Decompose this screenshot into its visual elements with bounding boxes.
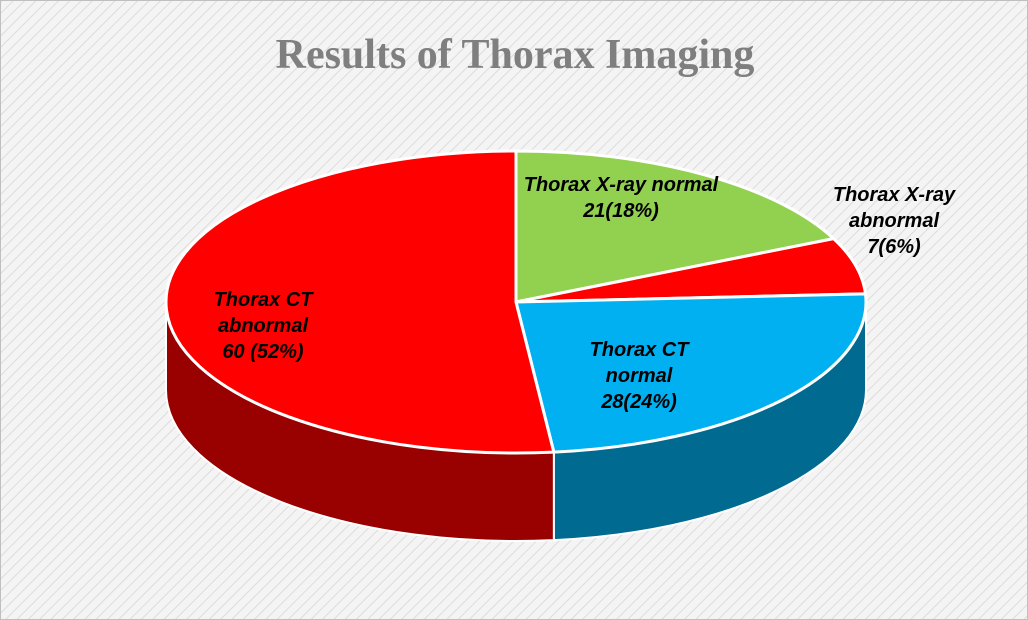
slice	[164, 149, 556, 455]
slice	[514, 292, 868, 454]
category-label: Thorax X-ray abnormal	[832, 184, 956, 232]
value-label: 60 (52%)	[222, 341, 304, 363]
value-label: 7(6%)	[867, 236, 921, 258]
data-label: Thorax X-ray abnormal 7(6%)	[819, 182, 969, 260]
value-label: 21(18%)	[583, 200, 659, 222]
data-label: Thorax X-ray normal 21(18%)	[491, 172, 751, 224]
value-label: 28(24%)	[601, 391, 677, 413]
data-label: Thorax CT normal 28(24%)	[569, 337, 709, 415]
category-label: Thorax X-ray normal	[523, 174, 719, 196]
slice	[514, 149, 837, 304]
category-label: Thorax CT normal	[589, 339, 689, 387]
data-label: Thorax CT abnormal 60 (52%)	[193, 287, 333, 365]
chart-title: Results of Thorax Imaging	[275, 32, 755, 78]
category-label: Thorax CT abnormal	[213, 289, 313, 337]
